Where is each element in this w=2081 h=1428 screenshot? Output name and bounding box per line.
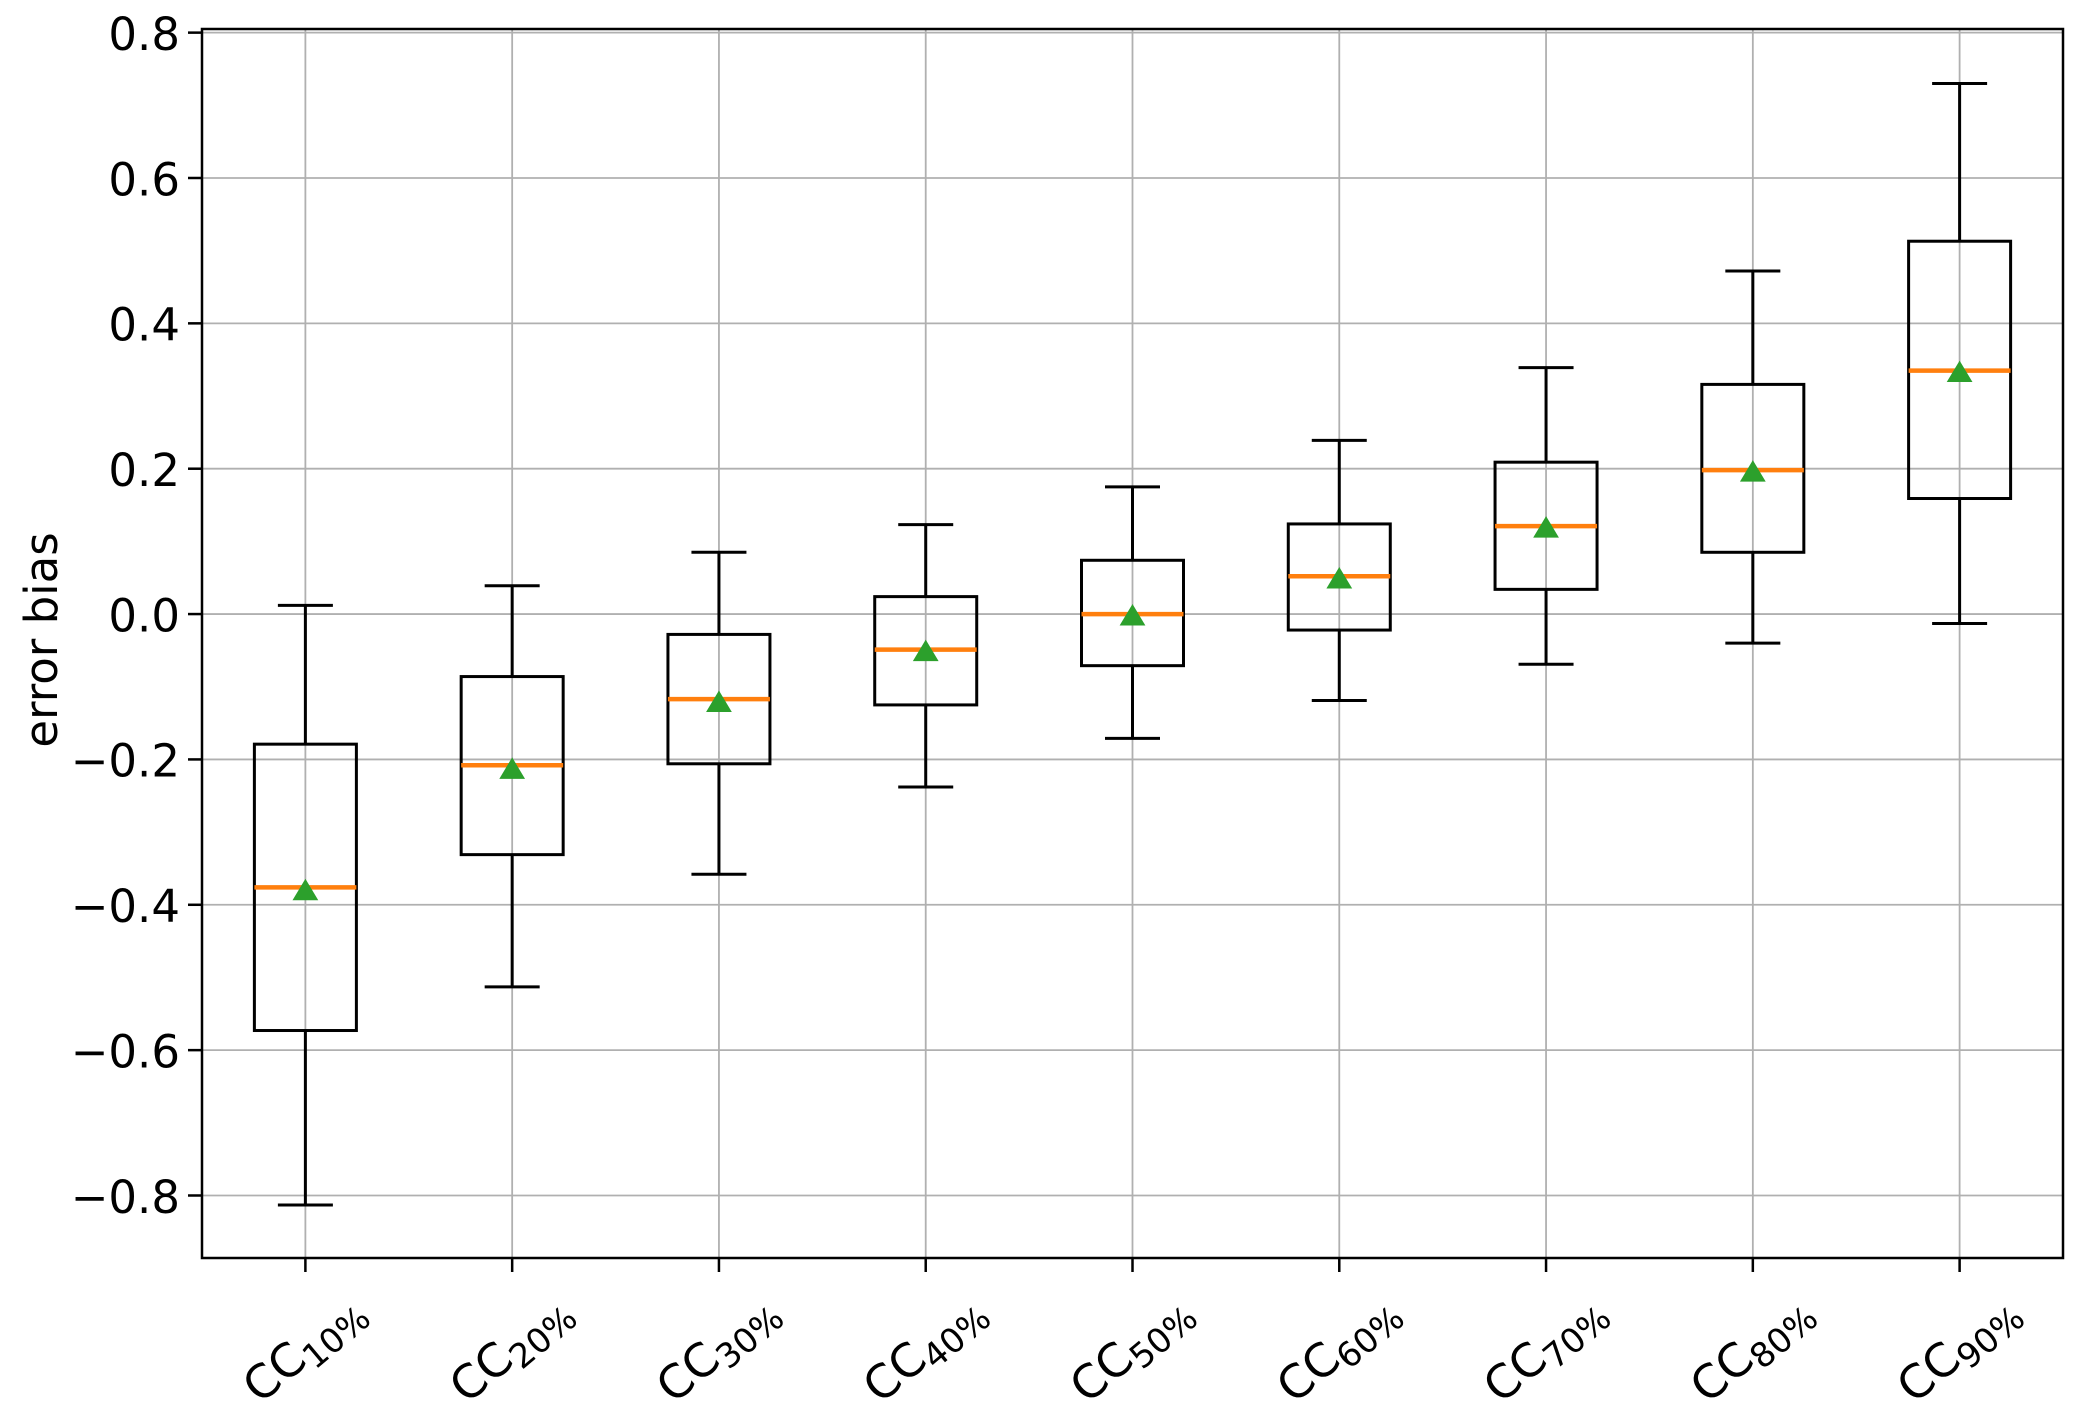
mean-marker (1326, 566, 1353, 589)
box-plot-CC50% (1080, 485, 1185, 740)
mean-marker (706, 690, 732, 713)
y-axis-tick-label: −0.8 (71, 1171, 180, 1224)
plot-border (200, 27, 2065, 1260)
mean-marker (292, 878, 319, 901)
box-plot-CC90% (1907, 82, 2013, 626)
mean-marker (499, 757, 526, 779)
y-axis-tick-label: −0.6 (71, 1025, 180, 1078)
axis-ticks (188, 31, 1961, 1272)
mean-marker (1119, 604, 1146, 626)
mean-marker (1946, 360, 1973, 383)
box-plot-CC60% (1286, 438, 1392, 703)
y-axis-tick-label: 0.2 (108, 444, 180, 497)
box-plot-CC70% (1493, 366, 1599, 666)
y-axis-tick-label: 0.0 (108, 589, 180, 642)
mean-marker (912, 639, 939, 662)
y-axis-tick-label: 0.8 (108, 8, 180, 61)
mean-marker (1739, 460, 1766, 482)
box-plot-CC80% (1700, 269, 1806, 645)
mean-marker (1533, 516, 1559, 538)
y-axis-tick-label: −0.2 (71, 735, 180, 788)
y-axis-tick-label: 0.4 (108, 299, 180, 352)
box-plot-CC40% (873, 523, 979, 789)
box-plot-CC10% (252, 603, 358, 1207)
y-axis-tick-label: 0.6 (108, 153, 180, 206)
box-plot-CC20% (459, 584, 565, 989)
y-axis-tick-label: −0.4 (71, 880, 180, 933)
y-axis-tick-labels: 0.8 0.6 0.4 0.2 0.0 −0.2 −0.4 −0.6 −0.8 (71, 8, 180, 1224)
box-plot-CC30% (666, 550, 772, 876)
y-axis-label: error bias (15, 532, 68, 747)
